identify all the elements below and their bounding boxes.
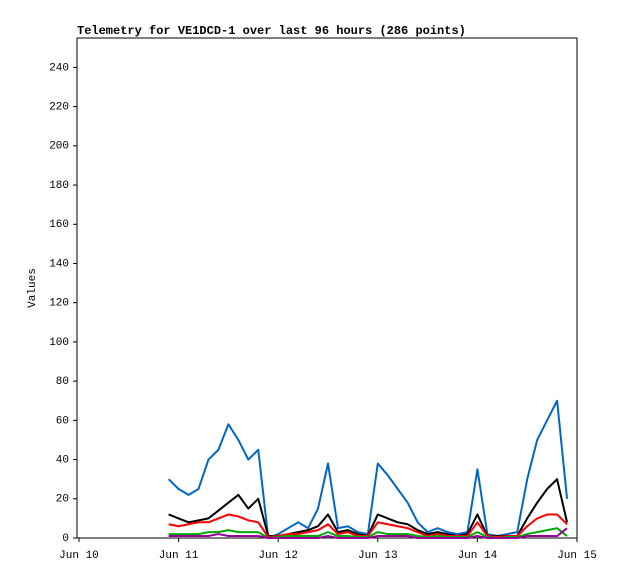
y-tick-label: 220 [49, 102, 69, 114]
series-line [168, 527, 568, 539]
y-tick-label: 100 [49, 337, 69, 349]
x-tick-label: Jun 11 [159, 550, 199, 562]
y-tick-label: 240 [49, 62, 69, 74]
y-tick-label: 60 [56, 415, 69, 427]
x-tick-label: Jun 10 [59, 550, 99, 562]
x-tick-label: Jun 13 [358, 550, 398, 562]
y-tick-label: 200 [49, 141, 69, 153]
y-tick-label: 140 [49, 258, 69, 270]
plot-frame [76, 37, 578, 539]
chart-title: Telemetry for VE1DCD-1 over last 96 hour… [77, 24, 466, 38]
y-tick-label: 160 [49, 219, 69, 231]
x-tick-label: Jun 12 [258, 550, 298, 562]
y-tick-label: 20 [56, 494, 69, 506]
y-axis-label: Values [27, 268, 39, 308]
y-tick-label: 0 [62, 533, 69, 545]
y-tick-label: 80 [56, 376, 69, 388]
y-tick-label: 40 [56, 454, 69, 466]
x-tick-label: Jun 15 [557, 550, 597, 562]
y-tick-label: 180 [49, 180, 69, 192]
x-tick-label: Jun 14 [458, 550, 498, 562]
y-tick-label: 120 [49, 298, 69, 310]
